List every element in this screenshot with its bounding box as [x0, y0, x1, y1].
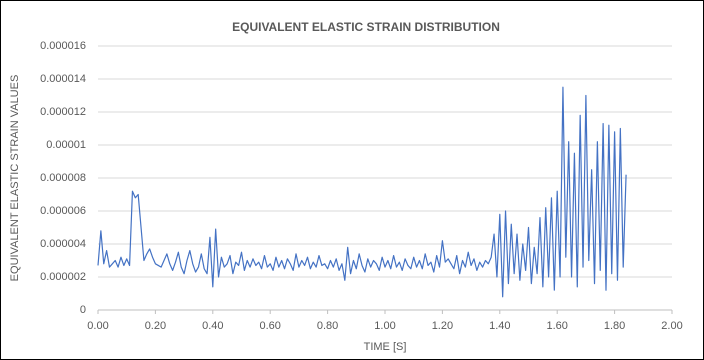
y-axis-title: EQUIVALENT ELASTIC STRAIN VALUES [9, 75, 21, 282]
x-tick-label: 1.40 [489, 320, 510, 332]
y-tick-label: 0.000014 [40, 73, 86, 85]
x-tick-label: 0.60 [259, 320, 280, 332]
x-tick-label: 1.00 [374, 320, 395, 332]
x-tick-label: 0.00 [87, 320, 108, 332]
x-axis-title: TIME [S] [364, 341, 407, 353]
y-tick-label: 0.000008 [40, 172, 86, 184]
y-tick-label: 0.000002 [40, 271, 86, 283]
y-tick-label: 0.00001 [46, 139, 86, 151]
y-tick-label: 0.000012 [40, 106, 86, 118]
x-tick-label: 2.00 [661, 320, 682, 332]
x-tick-label: 0.40 [202, 320, 223, 332]
chart-title: EQUIVALENT ELASTIC STRAIN DISTRIBUTION [232, 20, 500, 34]
x-tick-label: 1.60 [546, 320, 567, 332]
data-line [97, 86, 627, 298]
x-tick-label: 0.80 [317, 320, 338, 332]
x-tick-label: 1.80 [604, 320, 625, 332]
y-tick-label: 0.000004 [40, 238, 86, 250]
y-tick-label: 0.000006 [40, 205, 86, 217]
y-tick-label: 0.000016 [40, 40, 86, 52]
x-tick-label: 1.20 [432, 320, 453, 332]
y-tick-label: 0 [80, 304, 86, 316]
x-tick-label: 0.20 [145, 320, 166, 332]
